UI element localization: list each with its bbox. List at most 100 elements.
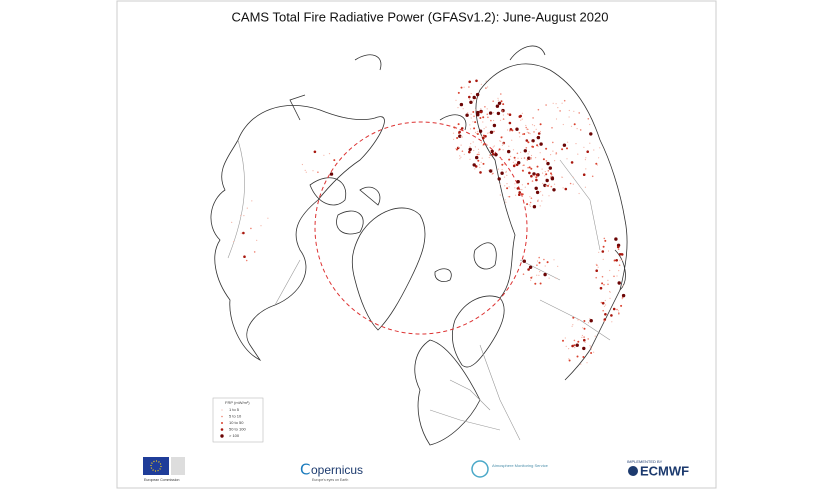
fire-point [613,260,616,263]
fire-point [515,127,519,131]
fire-point [472,141,474,143]
fire-point [455,148,457,150]
fire-point [537,200,539,202]
fire-point [501,163,504,166]
implemented-by: IMPLEMENTED BY [627,459,663,464]
fire-point [492,100,495,102]
fire-point [457,107,459,109]
fire-point [616,308,618,311]
fire-point [481,135,483,137]
fire-point [312,170,314,172]
fire-point [527,156,531,160]
fire-point [487,86,489,88]
fire-point [476,133,479,135]
fire-point [472,121,474,123]
fire-point [533,174,536,177]
legend-symbol [220,434,224,438]
legend-label: 10 to 50 [229,420,244,425]
fire-point [507,149,511,154]
fire-point [599,147,601,149]
fire-point [532,141,534,143]
fire-point [463,153,465,155]
fire-point [527,268,530,271]
fire-point [497,99,499,101]
fire-point [614,237,618,241]
fire-point [460,144,462,146]
fire-point [500,93,502,95]
fire-point [457,123,460,126]
fire-point [504,199,506,201]
fire-point [488,111,493,115]
fire-point [537,108,540,111]
fire-point [301,163,303,166]
fire-point [469,100,473,105]
fire-point [569,182,572,185]
fire-point [582,173,586,176]
fire-point [527,153,529,155]
fire-point [544,265,546,267]
legend-symbol [221,422,223,424]
fire-point [502,103,505,106]
fire-point [455,99,457,101]
fire-point [584,341,586,343]
fire-point [497,97,499,99]
fire-point [525,126,527,129]
fire-point [543,183,547,188]
fire-point [267,217,269,219]
fire-point [530,167,533,170]
fire-point [514,183,516,185]
fire-point [544,175,546,177]
fire-point [530,158,532,160]
fire-point [514,159,516,161]
fire-point [536,274,538,276]
fire-point [473,149,475,152]
fire-point [524,186,526,188]
fire-point [545,147,548,150]
fire-point [587,322,590,324]
fire-point [492,146,494,148]
fire-point [525,139,529,142]
fire-point [470,117,472,119]
fire-point [459,158,461,160]
copernicus-logo: opernicus [311,463,363,477]
fire-point [548,183,550,185]
fire-point [576,128,578,130]
fire-point [546,261,549,264]
fire-point [503,176,506,178]
fire-point [620,304,623,307]
fire-point [545,160,548,162]
fire-point [577,340,580,343]
fire-point [501,144,503,146]
fire-point [530,279,532,281]
fire-point [492,172,494,175]
fire-point [610,314,613,317]
fire-point [484,106,486,108]
fire-point [595,269,598,273]
fire-point [530,197,533,199]
eu-stars [150,460,162,472]
fire-point [617,310,620,312]
fire-point [539,282,542,285]
fire-point [485,80,487,82]
fire-point [603,237,606,240]
fire-point [561,176,563,178]
fire-point [601,301,605,305]
fire-point [609,269,611,272]
fire-point [520,157,523,159]
fire-point [508,195,511,198]
fire-point [601,275,604,278]
fire-point [555,103,557,105]
fire-point [618,313,620,315]
fire-point [566,158,568,160]
fire-point [542,194,544,196]
fire-point [508,113,512,116]
fire-point [602,258,604,260]
fire-point [534,282,537,285]
fire-point [552,150,554,152]
fire-point [518,115,522,118]
fire-point [617,248,620,251]
fire-point [527,132,530,134]
fire-point [503,163,505,165]
fire-point [562,187,564,189]
